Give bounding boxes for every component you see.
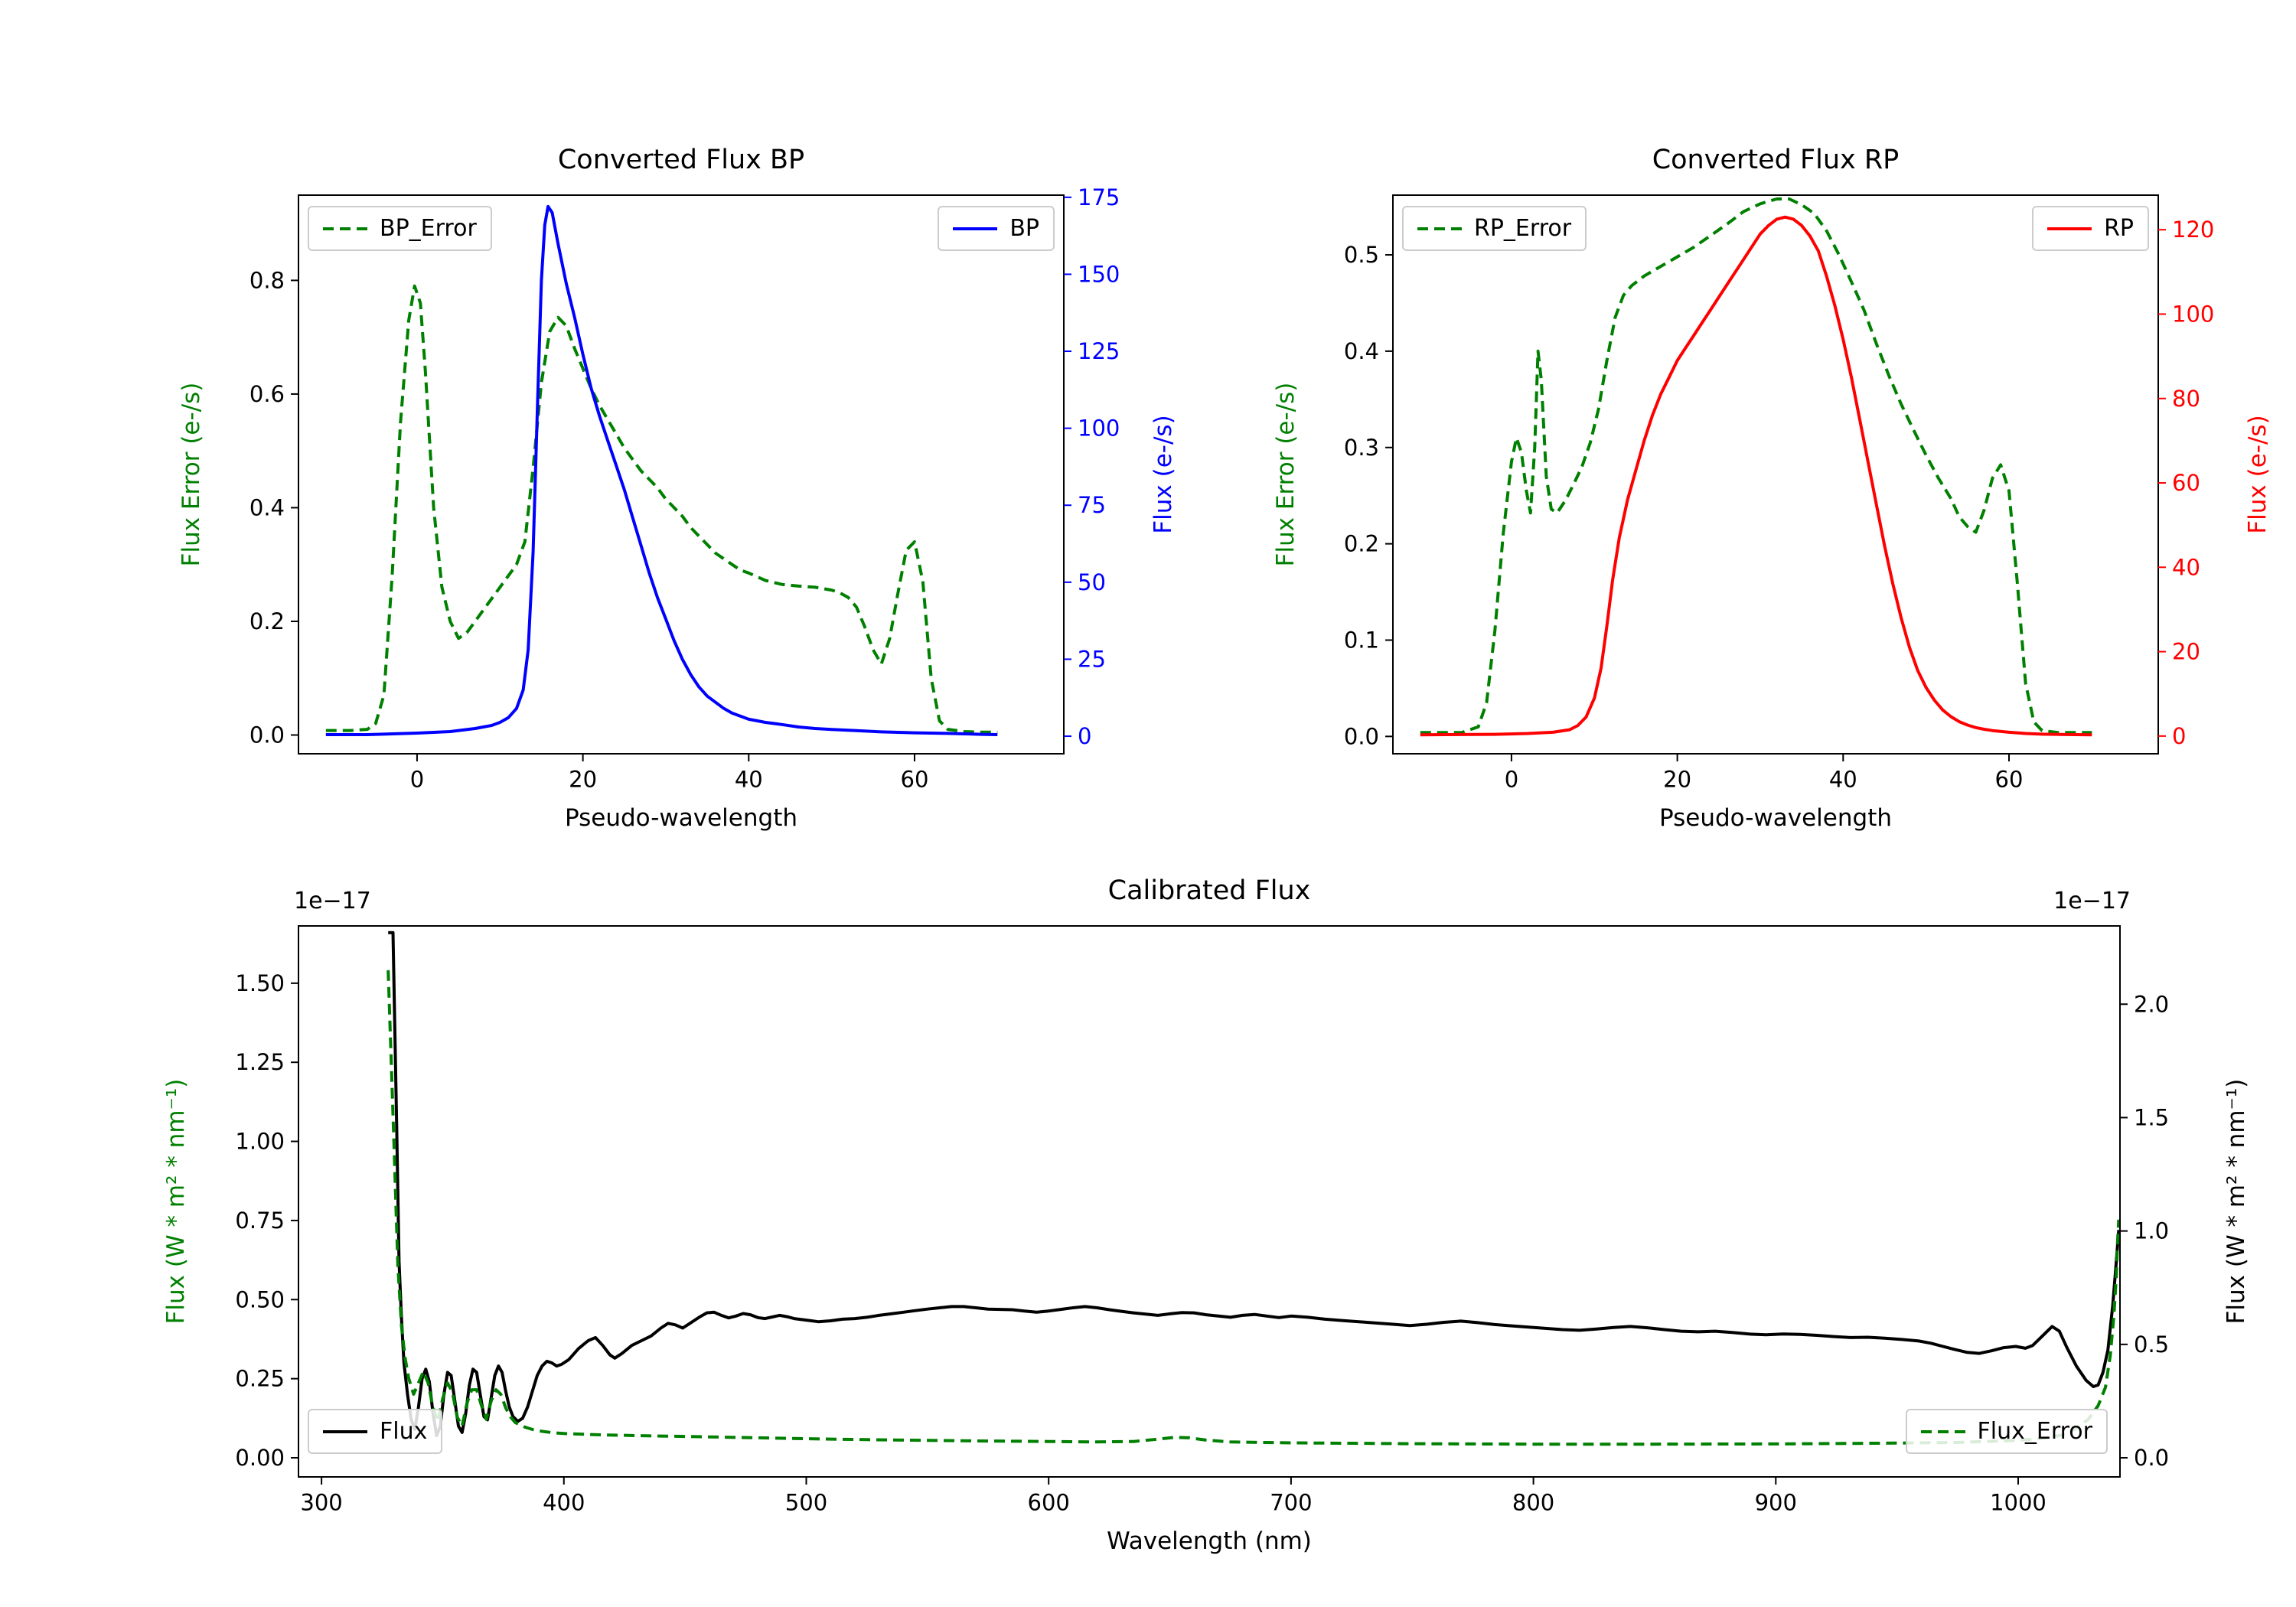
legend-line-sample-solid — [953, 227, 998, 230]
svg-text:0.3: 0.3 — [1344, 435, 1379, 461]
svg-text:400: 400 — [543, 1490, 585, 1516]
legend-line-sample-solid — [2047, 227, 2092, 230]
svg-text:0: 0 — [1078, 723, 1091, 749]
legend-label: BP_Error — [380, 215, 477, 242]
axis-offset-left: 1e−17 — [294, 888, 371, 914]
svg-text:500: 500 — [785, 1490, 827, 1516]
svg-text:25: 25 — [1078, 646, 1106, 672]
svg-text:50: 50 — [1078, 569, 1106, 595]
svg-text:0.1: 0.1 — [1344, 627, 1379, 653]
svg-text:0.75: 0.75 — [235, 1208, 285, 1234]
svg-text:1.0: 1.0 — [2134, 1218, 2169, 1244]
svg-text:0.4: 0.4 — [249, 494, 285, 520]
svg-text:0.25: 0.25 — [235, 1366, 285, 1392]
svg-text:0: 0 — [2172, 723, 2186, 749]
y-axis-label-left-rp: Flux Error (e-/s) — [1272, 382, 1300, 567]
svg-text:0.0: 0.0 — [2134, 1445, 2169, 1471]
legend-line-sample-dashed — [323, 227, 367, 230]
chart-converted-flux-bp: Converted Flux BP Flux Error (e-/s) Flux… — [178, 145, 1177, 832]
svg-text:1.25: 1.25 — [235, 1049, 285, 1075]
svg-text:300: 300 — [300, 1490, 342, 1516]
legend-bp-error: BP_Error — [308, 206, 492, 251]
svg-text:20: 20 — [1663, 767, 1691, 793]
legend-line-sample-solid — [323, 1429, 367, 1433]
y-axis-label-right-bp: Flux (e-/s) — [1150, 415, 1177, 534]
svg-text:40: 40 — [1829, 767, 1857, 793]
svg-text:0.50: 0.50 — [235, 1286, 285, 1312]
chart-converted-flux-rp: Converted Flux RP Flux Error (e-/s) Flux… — [1272, 145, 2272, 832]
plot-area-rp: 0 20 40 60 0.0 0.1 0.2 0.3 0.4 0.5 0 20 40 60 80 100 120 — [1344, 194, 2214, 793]
x-axis-label-rp: Pseudo-wavelength — [1658, 804, 1892, 832]
y-axis-label-left-bp: Flux Error (e-/s) — [178, 382, 205, 567]
svg-text:100: 100 — [1078, 416, 1120, 442]
legend-flux: Flux — [308, 1409, 443, 1454]
chart-calibrated-flux: Calibrated Flux 1e−17 1e−17 Flux (W * m²… — [162, 875, 2250, 1555]
legend-label: Flux_Error — [1977, 1418, 2092, 1445]
plot-area-bp: 0 20 40 60 0.0 0.2 0.4 0.6 0.8 0 25 50 75 100 125 150 17… — [249, 184, 1120, 793]
svg-text:1000: 1000 — [1990, 1490, 2047, 1516]
legend-label: RP — [2104, 215, 2134, 242]
legend-rp: RP — [2032, 206, 2149, 251]
svg-text:900: 900 — [1755, 1490, 1797, 1516]
legend-flux-error: Flux_Error — [1905, 1409, 2108, 1454]
svg-text:40: 40 — [735, 767, 763, 793]
chart-title-rp: Converted Flux RP — [1652, 145, 1900, 175]
axis-offset-right: 1e−17 — [2053, 888, 2131, 914]
svg-text:1.5: 1.5 — [2134, 1104, 2169, 1130]
svg-text:1.00: 1.00 — [235, 1129, 285, 1155]
chart-title-calibrated: Calibrated Flux — [1107, 875, 1311, 906]
svg-text:0.2: 0.2 — [1344, 531, 1379, 557]
svg-text:0.0: 0.0 — [1344, 723, 1379, 749]
chart-title-bp: Converted Flux BP — [557, 145, 805, 175]
legend-bp: BP — [938, 206, 1055, 251]
legend-line-sample-dashed — [1417, 227, 1462, 230]
svg-text:800: 800 — [1512, 1490, 1554, 1516]
svg-text:60: 60 — [1995, 767, 2024, 793]
legend-rp-error: RP_Error — [1402, 206, 1587, 251]
y-axis-label-right-calibrated: Flux (W * m² * nm⁻¹) — [2223, 1078, 2250, 1325]
svg-text:80: 80 — [2172, 386, 2200, 412]
svg-text:0.5: 0.5 — [1344, 242, 1379, 268]
svg-text:20: 20 — [2172, 639, 2200, 665]
x-axis-label-calibrated: Wavelength (nm) — [1107, 1527, 1312, 1555]
svg-text:0.0: 0.0 — [249, 722, 285, 748]
svg-text:125: 125 — [1078, 338, 1120, 364]
svg-text:60: 60 — [901, 767, 929, 793]
svg-text:0: 0 — [1505, 767, 1518, 793]
legend-label: RP_Error — [1474, 215, 1572, 242]
svg-text:700: 700 — [1270, 1490, 1312, 1516]
legend-label: Flux — [380, 1418, 428, 1445]
svg-text:0.00: 0.00 — [235, 1445, 285, 1471]
x-axis-label-bp: Pseudo-wavelength — [564, 804, 797, 832]
legend-line-sample-dashed — [1920, 1429, 1965, 1433]
legend-label: BP — [1009, 215, 1039, 242]
svg-text:150: 150 — [1078, 261, 1120, 287]
svg-text:40: 40 — [2172, 554, 2200, 580]
svg-text:0: 0 — [410, 767, 424, 793]
svg-text:0.5: 0.5 — [2134, 1332, 2169, 1358]
svg-text:1.50: 1.50 — [235, 970, 285, 996]
svg-text:175: 175 — [1078, 184, 1120, 210]
svg-text:2.0: 2.0 — [2134, 991, 2169, 1017]
svg-text:0.6: 0.6 — [249, 381, 285, 407]
svg-text:100: 100 — [2172, 301, 2214, 327]
y-axis-label-left-calibrated: Flux (W * m² * nm⁻¹) — [162, 1078, 190, 1325]
svg-text:75: 75 — [1078, 492, 1106, 518]
svg-text:0.4: 0.4 — [1344, 338, 1379, 364]
plot-area-calibrated: 300 400 500 600 700 800 900 1000 0.00 0.25 0.50 0.7… — [235, 925, 2169, 1516]
svg-text:0.8: 0.8 — [249, 267, 285, 293]
svg-text:60: 60 — [2172, 470, 2200, 496]
svg-text:120: 120 — [2172, 217, 2214, 243]
svg-text:0.2: 0.2 — [249, 608, 285, 634]
svg-text:600: 600 — [1028, 1490, 1070, 1516]
y-axis-label-right-rp: Flux (e-/s) — [2244, 415, 2272, 534]
svg-text:20: 20 — [569, 767, 597, 793]
